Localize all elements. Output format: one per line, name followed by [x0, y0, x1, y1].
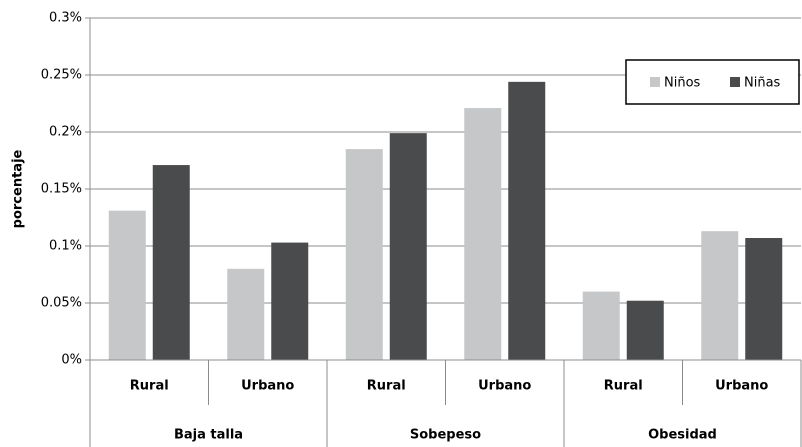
bar [745, 238, 783, 360]
bar [508, 81, 546, 360]
y-axis-title: porcentaje [11, 149, 26, 228]
x-tick-label: Rural [367, 379, 406, 394]
y-tick-label: 0.15% [41, 182, 82, 197]
y-tick-label: 0.2% [49, 125, 82, 140]
x-tick-label: Urbano [715, 379, 768, 394]
legend-swatch [650, 77, 660, 87]
group-label: Baja talla [174, 428, 243, 443]
bar [345, 149, 383, 360]
bar [227, 268, 265, 360]
x-tick-label: Rural [130, 379, 169, 394]
y-tick-label: 0.1% [49, 239, 82, 254]
x-tick-label: Rural [604, 379, 643, 394]
bar [582, 291, 620, 360]
bar [271, 242, 309, 360]
group-label: Sobepeso [410, 428, 481, 443]
bar [152, 165, 190, 360]
legend-label: Niñas [744, 76, 781, 91]
y-tick-label: 0.3% [49, 11, 82, 26]
legend-box [625, 59, 800, 105]
bar [626, 300, 664, 360]
bar [389, 133, 427, 360]
bar [108, 210, 146, 360]
bar [701, 231, 739, 360]
y-tick-label: 0.05% [41, 296, 82, 311]
y-tick-label: 0.25% [41, 68, 82, 83]
bar [464, 108, 502, 360]
x-tick-label: Urbano [478, 379, 531, 394]
group-label: Obesidad [648, 428, 717, 443]
legend-label: Niños [664, 76, 701, 91]
legend-swatch [730, 77, 740, 87]
y-tick-label: 0% [61, 353, 82, 368]
x-tick-label: Urbano [241, 379, 294, 394]
